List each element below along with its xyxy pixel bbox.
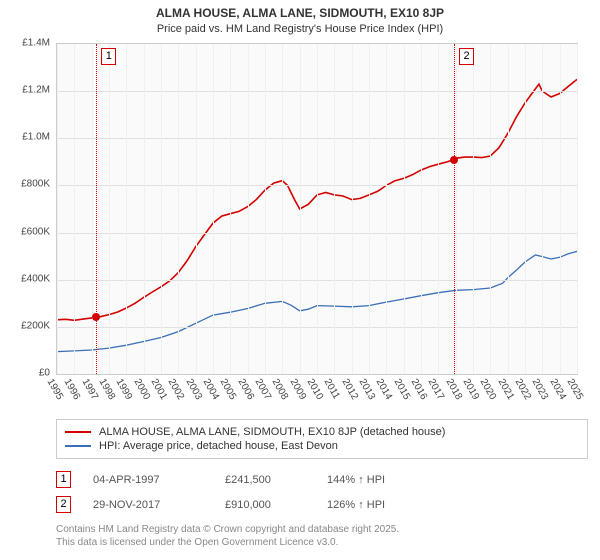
legend: ALMA HOUSE, ALMA LANE, SIDMOUTH, EX10 8J… bbox=[56, 419, 588, 459]
sale-price: £241,500 bbox=[225, 474, 305, 486]
legend-swatch bbox=[65, 431, 91, 433]
sale-row: 1 04-APR-1997 £241,500 144% ↑ HPI bbox=[56, 467, 588, 492]
x-tick-label: 2012 bbox=[339, 377, 360, 402]
x-tick-label: 2025 bbox=[564, 377, 585, 402]
x-tick-label: 1999 bbox=[114, 377, 135, 402]
x-tick-label: 2009 bbox=[287, 377, 308, 402]
sale-row: 2 29-NOV-2017 £910,000 126% ↑ HPI bbox=[56, 492, 588, 517]
sale-marker-dot bbox=[450, 156, 458, 164]
sale-marker-label: 1 bbox=[101, 48, 116, 65]
y-tick-label: £1.0M bbox=[22, 132, 50, 143]
x-tick-label: 2005 bbox=[218, 377, 239, 402]
y-tick-label: £800K bbox=[21, 179, 50, 190]
legend-item: ALMA HOUSE, ALMA LANE, SIDMOUTH, EX10 8J… bbox=[65, 425, 579, 439]
x-tick-label: 2008 bbox=[270, 377, 291, 402]
x-tick-label: 2011 bbox=[322, 377, 342, 401]
footer-line-2: This data is licensed under the Open Gov… bbox=[56, 536, 588, 549]
sale-price: £910,000 bbox=[225, 499, 305, 511]
x-tick-label: 2018 bbox=[443, 377, 464, 402]
sales-table: 1 04-APR-1997 £241,500 144% ↑ HPI 2 29-NOV-20… bbox=[56, 467, 588, 517]
x-tick-label: 2002 bbox=[166, 377, 187, 402]
y-tick-label: £1.4M bbox=[22, 38, 50, 49]
x-tick-label: 2006 bbox=[235, 377, 256, 402]
x-tick-label: 2003 bbox=[183, 377, 204, 402]
y-tick-label: £600K bbox=[21, 226, 50, 237]
x-tick-label: 2015 bbox=[391, 377, 412, 402]
legend-label: ALMA HOUSE, ALMA LANE, SIDMOUTH, EX10 8J… bbox=[99, 426, 445, 438]
sale-marker-label: 2 bbox=[459, 48, 474, 65]
x-tick-label: 2023 bbox=[530, 377, 551, 402]
sale-pct-vs-hpi: 126% ↑ HPI bbox=[327, 499, 437, 511]
x-tick-label: 2021 bbox=[495, 377, 516, 402]
x-tick-label: 1996 bbox=[62, 377, 83, 402]
legend-label: HPI: Average price, detached house, East… bbox=[99, 440, 338, 452]
sale-index-badge: 1 bbox=[56, 471, 71, 488]
y-tick-label: £0 bbox=[39, 368, 50, 379]
sale-index-badge: 2 bbox=[56, 496, 71, 513]
sale-marker-dot bbox=[92, 313, 100, 321]
x-axis-labels: 1995199619971998199920002001200220032004… bbox=[56, 375, 576, 413]
x-tick-label: 2014 bbox=[374, 377, 395, 402]
chart-titles: ALMA HOUSE, ALMA LANE, SIDMOUTH, EX10 8J… bbox=[0, 0, 600, 35]
sale-marker-line bbox=[96, 44, 97, 374]
sale-date: 04-APR-1997 bbox=[93, 474, 203, 486]
y-tick-label: £200K bbox=[21, 320, 50, 331]
x-tick-label: 2020 bbox=[478, 377, 499, 402]
legend-swatch bbox=[65, 445, 91, 447]
title-main: ALMA HOUSE, ALMA LANE, SIDMOUTH, EX10 8J… bbox=[0, 6, 600, 20]
x-tick-label: 1997 bbox=[79, 377, 100, 402]
sale-date: 29-NOV-2017 bbox=[93, 499, 203, 511]
footer-line-1: Contains HM Land Registry data © Crown c… bbox=[56, 523, 588, 536]
y-axis-labels: £0£200K£400K£600K£800K£1.0M£1.2M£1.4M bbox=[12, 43, 54, 373]
title-sub: Price paid vs. HM Land Registry's House … bbox=[0, 23, 600, 35]
x-tick-label: 2017 bbox=[426, 377, 447, 402]
sale-pct-vs-hpi: 144% ↑ HPI bbox=[327, 474, 437, 486]
footer: Contains HM Land Registry data © Crown c… bbox=[56, 523, 588, 549]
legend-item: HPI: Average price, detached house, East… bbox=[65, 439, 579, 453]
y-tick-label: £400K bbox=[21, 273, 50, 284]
chart-container: £0£200K£400K£600K£800K£1.0M£1.2M£1.4M 12… bbox=[12, 43, 588, 413]
x-tick-label: 2000 bbox=[131, 377, 152, 402]
x-tick-label: 2024 bbox=[547, 377, 568, 402]
sale-marker-line bbox=[454, 44, 455, 374]
y-tick-label: £1.2M bbox=[22, 85, 50, 96]
plot-area: 12 bbox=[56, 43, 578, 375]
